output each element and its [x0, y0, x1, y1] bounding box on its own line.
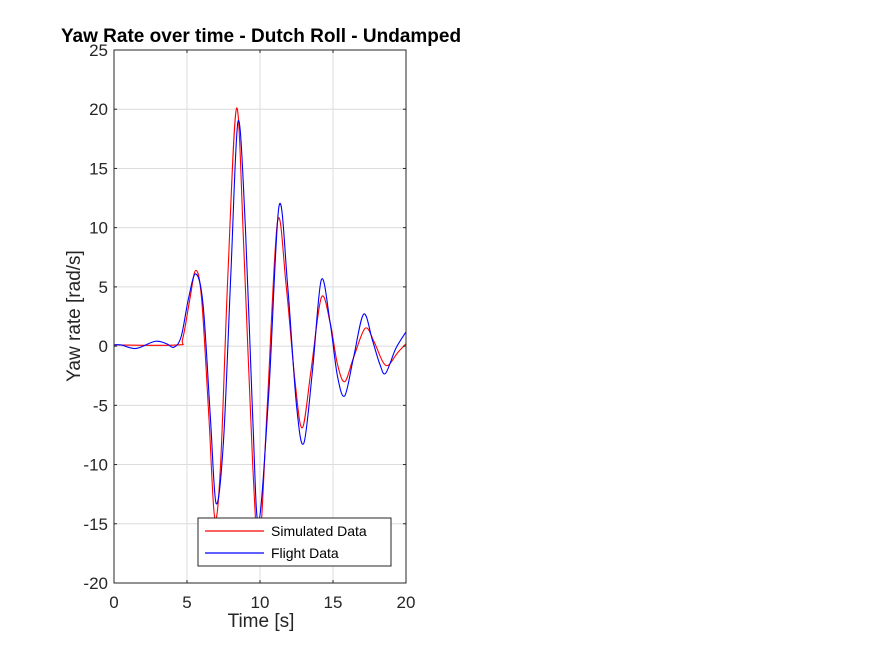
legend-label-simulated: Simulated Data: [271, 523, 367, 539]
x-axis-label: Time [s]: [228, 611, 295, 632]
ticks: [113, 49, 407, 584]
chart-title: Yaw Rate over time - Dutch Roll - Undamp…: [61, 26, 461, 47]
y-tick-label: -5: [93, 396, 108, 415]
x-tick-label: 10: [251, 593, 270, 612]
y-tick-label: 10: [89, 219, 108, 238]
y-axis-label: Yaw rate [rad/s]: [64, 250, 85, 382]
y-tick-label: -10: [83, 456, 108, 475]
legend: Simulated Data Flight Data: [197, 517, 392, 567]
series-line-flight-data: [114, 120, 406, 524]
y-tick-label: 25: [89, 41, 108, 60]
tick-labels: 0 5 10 15 20 -20 -15 -10 -5 0 5 10 15 20 25: [83, 41, 415, 612]
y-tick-label: -20: [83, 574, 108, 593]
x-tick-label: 0: [109, 593, 118, 612]
y-tick-label: 15: [89, 159, 108, 178]
y-tick-label: 0: [99, 337, 108, 356]
legend-box: [197, 517, 392, 567]
x-tick-label: 15: [324, 593, 343, 612]
y-tick-label: -15: [83, 515, 108, 534]
series-layer: [114, 107, 406, 550]
x-tick-label: 5: [182, 593, 191, 612]
x-tick-label: 20: [397, 593, 416, 612]
y-tick-label: 20: [89, 100, 108, 119]
legend-label-flight: Flight Data: [271, 545, 339, 561]
y-tick-label: 5: [99, 278, 108, 297]
